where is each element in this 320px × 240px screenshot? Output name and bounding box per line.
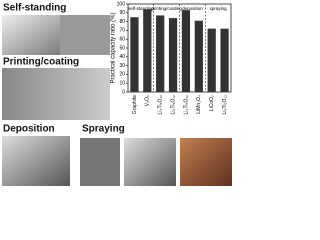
bar: [143, 9, 152, 93]
bar: [181, 10, 191, 92]
y-tick-label: 80: [119, 19, 125, 25]
x-tick-label: V₂O₅: [145, 95, 151, 106]
x-tick-label: LiMn₂O₄: [196, 95, 202, 114]
photo: [180, 138, 232, 186]
y-tick-label: 10: [119, 81, 125, 87]
y-axis-label: Practical capacity ratio (%): [111, 12, 117, 83]
panel-title: Deposition: [3, 124, 55, 135]
group-label: self-standing: [128, 6, 154, 11]
group-label: spraying: [210, 6, 228, 11]
y-tick-label: 20: [119, 72, 125, 78]
panel-title: Self-standing: [3, 3, 66, 14]
bar: [194, 20, 203, 92]
bar: [168, 18, 178, 92]
x-tick-label: Li₄Ti₅O₁₂: [183, 95, 189, 115]
photo: [2, 15, 64, 55]
photo: [124, 138, 176, 186]
photo: [2, 68, 110, 120]
x-tick-label: Li₄Ti₅O₁₂: [158, 95, 164, 115]
y-tick-label: 0: [122, 89, 125, 95]
photo: [60, 15, 110, 55]
page: {"panels": {"self_standing": "Self-stand…: [2, 1, 232, 186]
panel-title: Spraying: [82, 124, 125, 135]
panel-title: Printing/coating: [3, 57, 79, 68]
y-tick-label: 30: [119, 63, 125, 69]
group-label: deposition: [182, 6, 203, 11]
x-tick-label: Li₄Ti₅O₁₂: [170, 95, 176, 115]
y-tick-label: 90: [119, 10, 125, 16]
bar: [156, 15, 165, 92]
x-tick-label: Li₄Ti₅O₁₂: [222, 95, 228, 115]
figure: Self-standing Printing/coating Depositio…: [2, 1, 232, 186]
y-tick-label: 50: [119, 45, 125, 51]
y-tick-label: 40: [119, 54, 125, 60]
x-tick-label: Graphite: [132, 95, 138, 114]
photo: [80, 138, 120, 186]
y-tick-label: 70: [119, 28, 125, 34]
y-tick-label: 100: [117, 1, 126, 7]
group-label: printing/coating: [151, 6, 182, 11]
bar: [130, 17, 139, 93]
bar: [220, 28, 229, 92]
y-tick-label: 60: [119, 37, 125, 43]
photo: [2, 136, 70, 186]
bar: [207, 28, 216, 92]
x-tick-label: LiCoO₂: [209, 95, 215, 111]
